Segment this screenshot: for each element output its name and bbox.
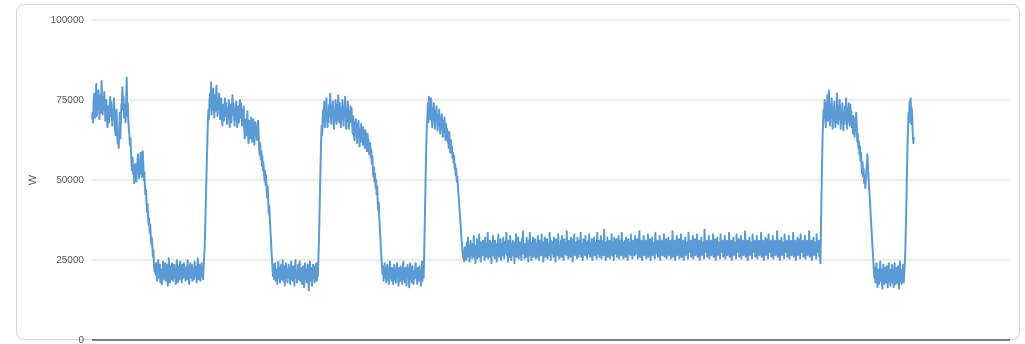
series-layer bbox=[91, 76, 915, 292]
y-tick-label: 75000 bbox=[56, 95, 84, 106]
y-tick-label: 50000 bbox=[56, 175, 84, 186]
gridlines bbox=[92, 19, 1010, 341]
y-tick-labels: 0 25000 50000 75000 100000 bbox=[51, 15, 85, 344]
y-tick-label: 25000 bbox=[56, 255, 84, 266]
y-tick-label: 100000 bbox=[51, 15, 85, 26]
y-tick-label: 0 bbox=[78, 335, 84, 344]
chart-frame bbox=[16, 4, 1020, 340]
series-line-0 bbox=[91, 76, 915, 292]
y-axis-title: W bbox=[27, 174, 39, 185]
